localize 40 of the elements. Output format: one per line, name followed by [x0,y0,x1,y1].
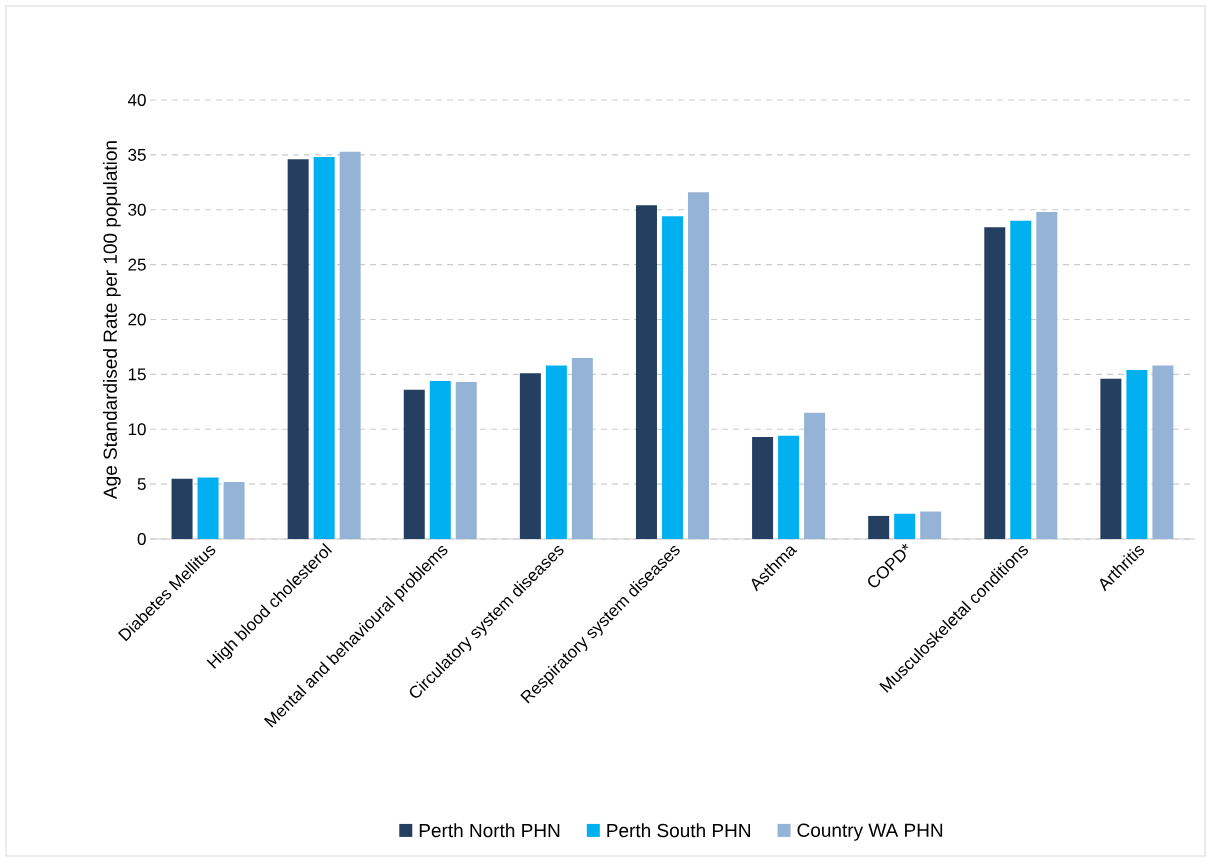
y-tick-label: 30 [128,203,146,216]
y-tick-label: 25 [128,258,146,271]
bar [197,477,219,539]
bar [687,192,709,539]
y-tick-label: 20 [128,313,146,326]
bar [920,511,942,539]
bar [545,365,567,539]
bar [804,412,826,539]
bar [635,205,657,539]
bar [1010,220,1032,539]
bar [223,481,245,539]
y-tick-label: 10 [128,423,146,436]
bar [339,151,361,539]
legend-label: Perth South PHN [607,823,750,838]
bar [1036,211,1058,539]
bar [519,373,541,539]
bar [1152,365,1174,539]
bar [661,216,683,539]
y-tick-label: 5 [137,478,146,491]
y-axis-title: Age Standardised Rate per 100 population [102,141,121,500]
bar [403,389,425,539]
legend-label: Perth North PHN [419,823,560,838]
bar [894,513,916,539]
legend-label: Country WA PHN [797,823,943,841]
y-tick-label: 15 [128,368,146,381]
bar [984,227,1006,539]
bar [571,357,593,539]
y-tick-label: 40 [127,93,146,107]
bar [429,380,451,539]
bar [455,382,477,539]
bar [171,478,193,539]
y-tick-label: 0 [137,532,146,546]
bar [313,157,335,539]
bar [1100,378,1122,539]
bar [287,159,309,539]
bar [868,515,890,539]
bar [752,436,774,539]
y-tick-label: 35 [128,148,146,161]
bar [778,435,800,539]
bar [1126,369,1148,539]
